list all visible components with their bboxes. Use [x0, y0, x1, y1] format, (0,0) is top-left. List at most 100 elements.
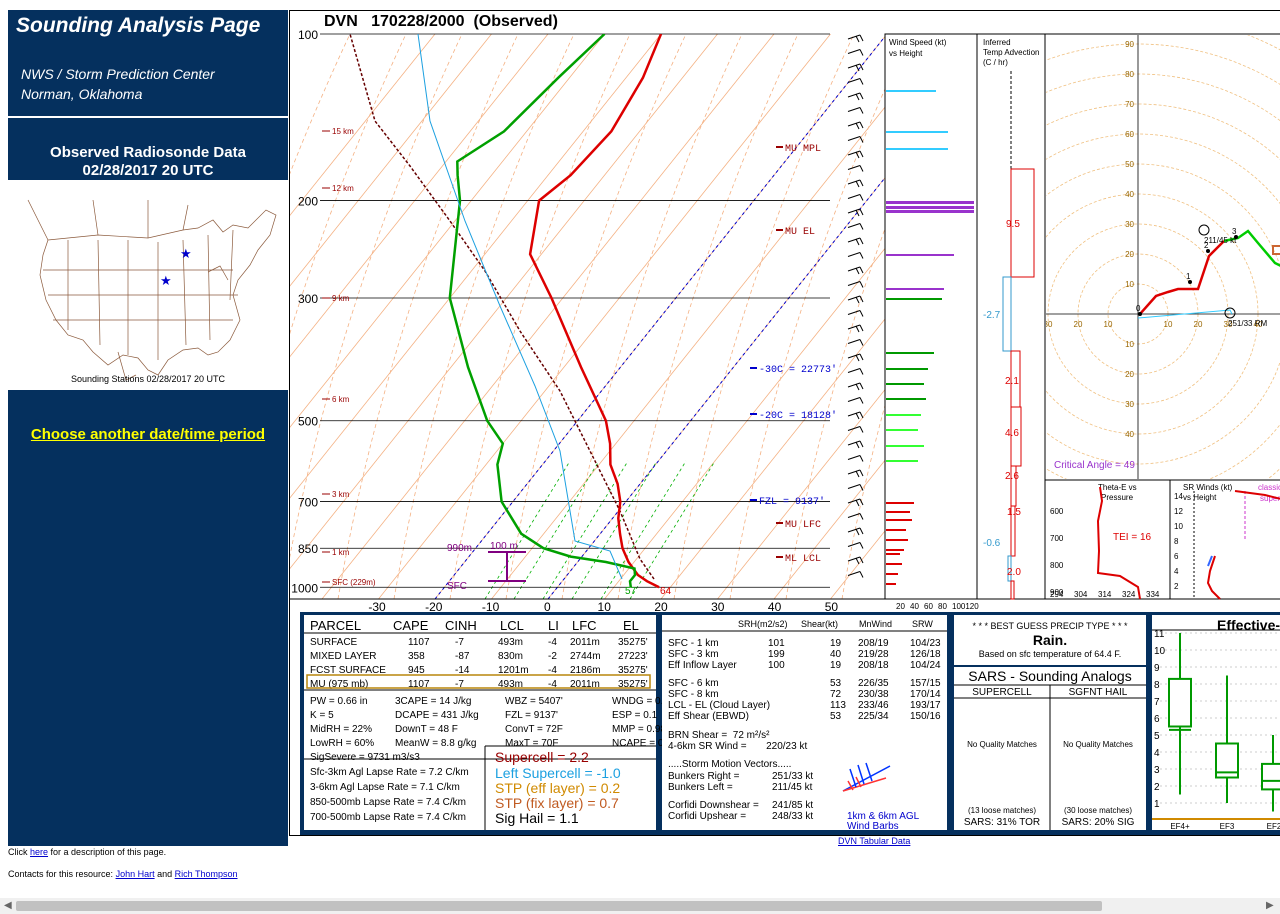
scrollbar-thumb[interactable] [16, 901, 1102, 911]
parcel-cell: MU (975 mb) [310, 679, 368, 690]
barb-flag [859, 455, 864, 462]
isotherm [660, 318, 885, 599]
hodograph-ring-label: 70 [1125, 100, 1134, 109]
sars-tor-pct: SARS: 31% TOR [964, 817, 1040, 828]
temp-advection-value: 2.1 [1005, 376, 1019, 387]
hodograph-ring-label: 80 [1125, 70, 1134, 79]
inflow-bottom-label: SFC [447, 581, 467, 592]
dry-adiabat [290, 34, 407, 335]
wind-speed-bar [886, 583, 896, 585]
wind-speed-bar [886, 502, 914, 504]
wind-barb [847, 136, 864, 143]
zero-isotherm [547, 176, 885, 599]
wind-speed-tick: 80 [938, 602, 947, 611]
temp-advection-bar [1010, 505, 1016, 557]
temp-tick-label: 20 [654, 600, 668, 614]
kinematics-cell: 157/15 [910, 678, 941, 689]
station-marker[interactable]: ★ [160, 273, 172, 288]
barb-shaft [847, 165, 861, 170]
thermo-value: DownT = 48 F [395, 724, 458, 735]
barb-flag [859, 324, 864, 332]
stp-y-tick: 11 [1154, 629, 1165, 640]
contact-link-rich[interactable]: Rich Thompson [174, 869, 238, 879]
description-line: Click here for a description of this pag… [8, 847, 166, 857]
theta-e-title-2: Pressure [1101, 493, 1134, 502]
wind-barb [847, 513, 864, 520]
wind-barb [847, 382, 864, 391]
org-name: NWS / Storm Prediction Center [21, 66, 215, 82]
horizontal-scrollbar[interactable]: ◀ ▶ [0, 898, 1280, 914]
lapse-rate: Sfc-3km Agl Lapse Rate = 7.2 C/km [310, 767, 469, 778]
kinematics-cell: 113 [830, 700, 846, 711]
hodograph-ring-label: 90 [1125, 40, 1134, 49]
observed-data-heading: Observed Radiosonde Data [50, 144, 246, 161]
tabular-data-link[interactable]: DVN Tabular Data [838, 836, 911, 846]
wind-barb [847, 208, 864, 217]
stp-y-tick: 7 [1154, 697, 1160, 708]
temperature-trace [528, 34, 663, 589]
parcel-trace [349, 34, 655, 580]
lapse-rate: 700-500mb Lapse Rate = 7.4 C/km [310, 812, 466, 823]
temp-advection-value: 2.0 [1007, 567, 1021, 578]
hodograph-x-tick: 20 [1194, 320, 1203, 329]
thermo-value: 3CAPE = 14 J/kg [395, 696, 471, 707]
theta-e-x-tick: 334 [1146, 590, 1160, 599]
stp-eff-index: STP (eff layer) = 0.2 [495, 780, 620, 796]
sr-wind-4-6km: 4-6km SR Wind = 220/23 kt [668, 741, 807, 752]
critical-angle-label: Critical Angle = 49 [1054, 460, 1135, 471]
kinematics-header: MnWind [859, 619, 892, 629]
kinematics-cell: 19 [830, 638, 842, 649]
dry-adiabat [505, 34, 687, 599]
contact-link-john[interactable]: John Hart [115, 869, 155, 879]
parcel-cell: 830m [498, 651, 523, 662]
mu-el-label: MU EL [785, 227, 815, 238]
lapse-rate: 3-6km Agl Lapse Rate = 7.1 C/km [310, 782, 460, 793]
scroll-left-arrow[interactable]: ◀ [4, 900, 12, 911]
hodograph-x-tick: 30 [1044, 320, 1053, 329]
isotherm [717, 388, 885, 599]
precip-basis: Based on sfc temperature of 64.4 F. [979, 649, 1122, 659]
barb-flag [859, 223, 864, 230]
thermo-value: WBZ = 5407' [505, 696, 563, 707]
wind-barb [847, 165, 864, 172]
wind-speed-bar [886, 563, 902, 565]
thermo-value: MeanW = 8.8 g/kg [395, 738, 476, 749]
stp-y-tick: 9 [1154, 663, 1160, 674]
theta-e-panel: Theta-E vs Pressure 294 304 314 324 334 600 70… [1044, 479, 1171, 600]
sr-winds-y-tick: 2 [1174, 582, 1179, 591]
wind-speed-bar [886, 90, 936, 92]
barb-flag [859, 150, 864, 158]
temp-adv-title-3: (C / hr) [983, 58, 1008, 67]
parcel-cell: 27223' [618, 651, 648, 662]
station-marker[interactable]: ★ [180, 246, 192, 261]
map-caption: Sounding Stations 02/28/2017 20 UTC [71, 374, 226, 384]
kinematics-cell: 193/17 [910, 700, 941, 711]
hodograph-x-tick: 40 [1254, 320, 1263, 329]
thermo-value: FZL = 9137' [505, 710, 558, 721]
wind-speed-bar [886, 298, 942, 300]
temp-advection-bar [1007, 555, 1012, 582]
station-map[interactable]: ★ ★ Sounding Stations 02/28/2017 20 UTC [8, 180, 288, 390]
temp-tick-label: 30 [711, 600, 725, 614]
thermo-value: LowRH = 60% [310, 738, 374, 749]
scroll-right-arrow[interactable]: ▶ [1266, 900, 1274, 911]
temp-advection-value: 4.6 [1005, 428, 1019, 439]
barb-flag [855, 296, 860, 304]
theta-e-y-tick: 900 [1050, 588, 1064, 597]
barb-flag [859, 571, 864, 578]
wind-barb [847, 397, 864, 404]
stp-boxplot: Effective-L 11 10 9 8 7 6 5 4 3 2 1 EF4+ EF3 EF2 [1152, 615, 1280, 831]
choose-date-link[interactable]: Choose another date/time period [30, 426, 266, 443]
height-label: 1 km [332, 548, 350, 557]
wetbulb-trace [417, 34, 623, 580]
height-marker-dot [1234, 235, 1238, 239]
org-location: Norman, Oklahoma [21, 86, 143, 102]
barb-flag [859, 498, 864, 506]
barb-shaft [847, 194, 861, 199]
freezing-level-label: FZL = 9137' [759, 496, 825, 508]
isotherm [290, 34, 549, 358]
sr-winds-y-tick: 10 [1174, 522, 1183, 531]
wind-barb [847, 310, 864, 317]
minus20-level-label: -20C = 18128' [759, 410, 837, 422]
description-link[interactable]: here [30, 847, 49, 857]
